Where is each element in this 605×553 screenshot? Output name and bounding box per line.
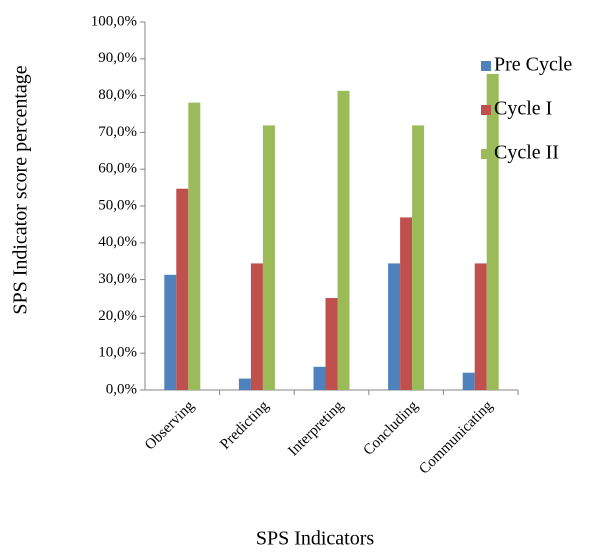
y-tick-label: 30,0% bbox=[98, 271, 137, 287]
y-tick-label: 90,0% bbox=[98, 50, 137, 66]
bar bbox=[325, 298, 338, 390]
legend-label: Pre Cycle bbox=[494, 54, 572, 76]
x-tick-label: Interpreting bbox=[285, 398, 347, 460]
y-tick-label: 70,0% bbox=[98, 124, 137, 140]
y-axis-title: SPS Indicator score percentage bbox=[10, 65, 32, 314]
bar bbox=[462, 372, 475, 390]
y-tick-label: 0,0% bbox=[106, 381, 137, 397]
legend-label: Cycle I bbox=[494, 98, 552, 120]
bar bbox=[188, 102, 201, 390]
y-tick-label: 60,0% bbox=[98, 161, 137, 177]
bar bbox=[400, 217, 413, 390]
y-tick-label: 20,0% bbox=[98, 308, 137, 324]
y-tick-label: 50,0% bbox=[98, 197, 137, 213]
y-tick-label: 80,0% bbox=[98, 87, 137, 103]
legend-swatch bbox=[481, 61, 491, 71]
x-axis-title: SPS Indicators bbox=[256, 528, 375, 550]
bar bbox=[313, 366, 326, 390]
x-tick-label: Predicting bbox=[217, 398, 272, 453]
y-tick-label: 40,0% bbox=[98, 234, 137, 250]
bar bbox=[486, 73, 499, 390]
bar bbox=[238, 378, 251, 390]
legend-swatch bbox=[481, 105, 491, 115]
bar bbox=[164, 274, 177, 390]
bar bbox=[337, 90, 350, 390]
x-tick-label: Communicating bbox=[416, 398, 496, 478]
bar bbox=[176, 188, 189, 390]
y-tick-label: 10,0% bbox=[98, 345, 137, 361]
bar bbox=[412, 125, 425, 391]
x-tick-label: Concluding bbox=[361, 398, 422, 459]
bar bbox=[474, 263, 487, 390]
y-tick-label: 100,0% bbox=[91, 13, 137, 29]
bar bbox=[250, 263, 263, 390]
bar bbox=[388, 263, 401, 390]
legend-swatch bbox=[481, 149, 491, 159]
x-tick-label: Observing bbox=[142, 398, 198, 454]
legend-label: Cycle II bbox=[494, 142, 559, 164]
bar bbox=[262, 125, 275, 391]
